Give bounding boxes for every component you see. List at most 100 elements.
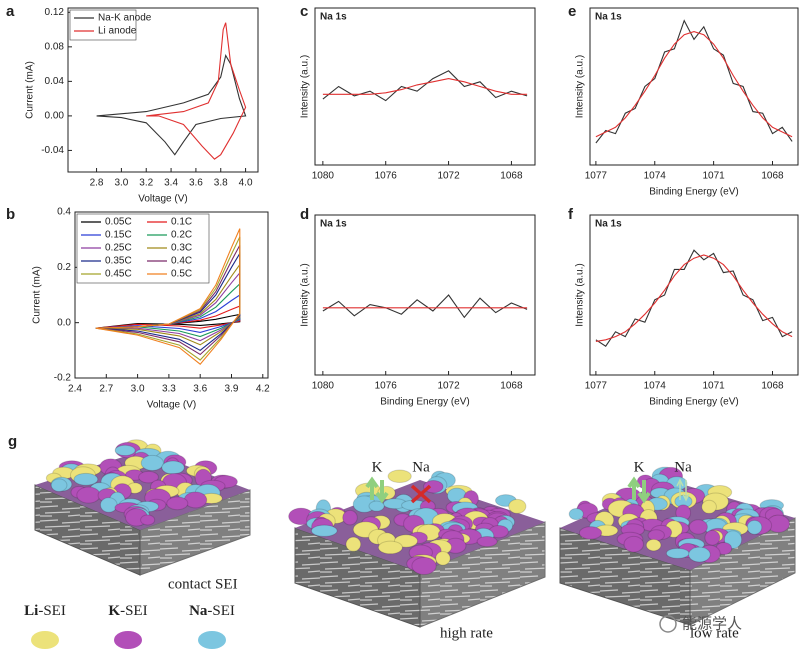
series-group [322,70,528,102]
y-tick-label: -0.2 [54,373,72,384]
panel-letter: c [300,3,308,20]
sei-particle [435,551,451,566]
sei-particle [387,469,412,484]
plot-frame [589,7,799,166]
sei-particle [647,529,665,542]
sei-legend-suffix: -SEI [120,603,148,619]
legend-label: 0.3C [171,243,192,254]
x-tick-label: 1080 [312,171,335,182]
legend-label: Li anode [98,26,137,37]
y-axis-label: Intensity (a.u.) [575,55,586,118]
sei-particle [411,556,437,576]
legend-label: 0.1C [171,217,192,228]
block-side [419,521,546,628]
x-tick-label: 2.4 [68,384,82,395]
x-tick-label: 3.4 [164,178,178,189]
y-tick-label: 0.00 [45,111,65,122]
x-tick-label: 1076 [375,381,398,392]
spectrum-label: Na 1s [320,219,347,230]
block-caption: high rate [440,625,493,641]
sei-particle [568,508,584,521]
panel-letter: d [300,206,309,223]
y-axis-label: Current (mA) [32,266,43,324]
y-tick-label: 0.2 [57,262,71,273]
series-group [595,19,793,144]
x-tick-label: 3.3 [162,384,176,395]
sei-legend-label: Na-SEI [189,603,235,619]
sei-particle [73,472,99,486]
sei-particle [665,547,690,559]
x-tick-label: 1068 [500,381,523,392]
series-group [322,294,528,319]
sei-legend-suffix: -SEI [207,603,235,619]
chart-panel: 2.8 3.0 3.2 3.4 3.6 3.8 4.0 -0.04 0.00 0.04 0.08 0.… [6,3,259,205]
data-line [322,78,528,95]
sei-particle [99,497,118,513]
sei-legend-label: Li-SEI [24,603,66,619]
x-tick-label: 1076 [375,171,398,182]
series-group [96,22,247,160]
sei-particle [76,486,101,504]
legend-box [69,9,137,41]
plot-frame [74,211,269,379]
sei-particle [114,444,136,457]
watermark: 能源学人 [659,615,742,633]
x-tick-label: 1071 [702,381,725,392]
sei-particle [746,519,763,535]
block-caption: low rate [690,625,739,641]
panel-letter: e [568,3,576,20]
panel-letter: a [6,3,15,20]
ion-label: Na [674,459,692,475]
sei-legend-label: K-SEI [108,603,147,619]
sei-particle [161,460,185,475]
y-axis-label: Intensity (a.u.) [300,263,311,326]
sei-particle [140,454,164,471]
x-tick-label: 1068 [761,381,784,392]
x-tick-label: 1077 [585,381,608,392]
x-tick-label: 3.0 [131,384,145,395]
x-tick-label: 1068 [761,171,784,182]
panel-letter: f [568,206,574,223]
x-tick-label: 3.6 [189,178,203,189]
spectrum-label: Na 1s [320,12,347,23]
sei-particle [645,538,662,552]
sei-particle [508,498,527,514]
legend-label: 0.5C [171,269,192,280]
data-line [95,293,241,333]
plot-frame [67,7,259,173]
data-line [96,54,247,156]
legend-label: 0.15C [105,230,132,241]
y-axis-label: Intensity (a.u.) [300,55,311,118]
x-tick-label: 3.0 [114,178,128,189]
data-line [595,31,793,138]
sei-legend-prefix: Na [189,603,208,619]
ion-arrows [365,476,690,504]
sei-legend-swatch [198,631,226,649]
data-line [595,254,793,342]
sei-particle [688,546,711,563]
x-tick-label: 3.2 [139,178,153,189]
sei-particle [368,500,385,512]
x-axis-label: Binding Energy (eV) [380,397,470,408]
series-group [95,228,241,365]
x-tick-label: 1071 [702,171,725,182]
sei-particle [166,496,189,511]
sei-particle [310,524,338,537]
x-tick-label: 3.9 [225,384,239,395]
ion-label: Na [412,459,430,475]
x-tick-label: 2.8 [90,178,104,189]
x-axis-label: Voltage (V) [138,194,187,205]
x-tick-label: 4.2 [256,384,270,395]
ion-label: K [634,459,645,475]
sei-particle [688,519,708,535]
sei-legend-swatch [31,631,59,649]
watermark-icon [659,615,677,633]
sei-legend-prefix: K [108,603,120,619]
x-tick-label: 1074 [644,171,667,182]
data-line [95,228,241,365]
legend-label: Na-K anode [98,13,152,24]
x-tick-label: 1072 [437,171,460,182]
y-axis-label: Intensity (a.u.) [575,263,586,326]
x-tick-label: 3.8 [214,178,228,189]
